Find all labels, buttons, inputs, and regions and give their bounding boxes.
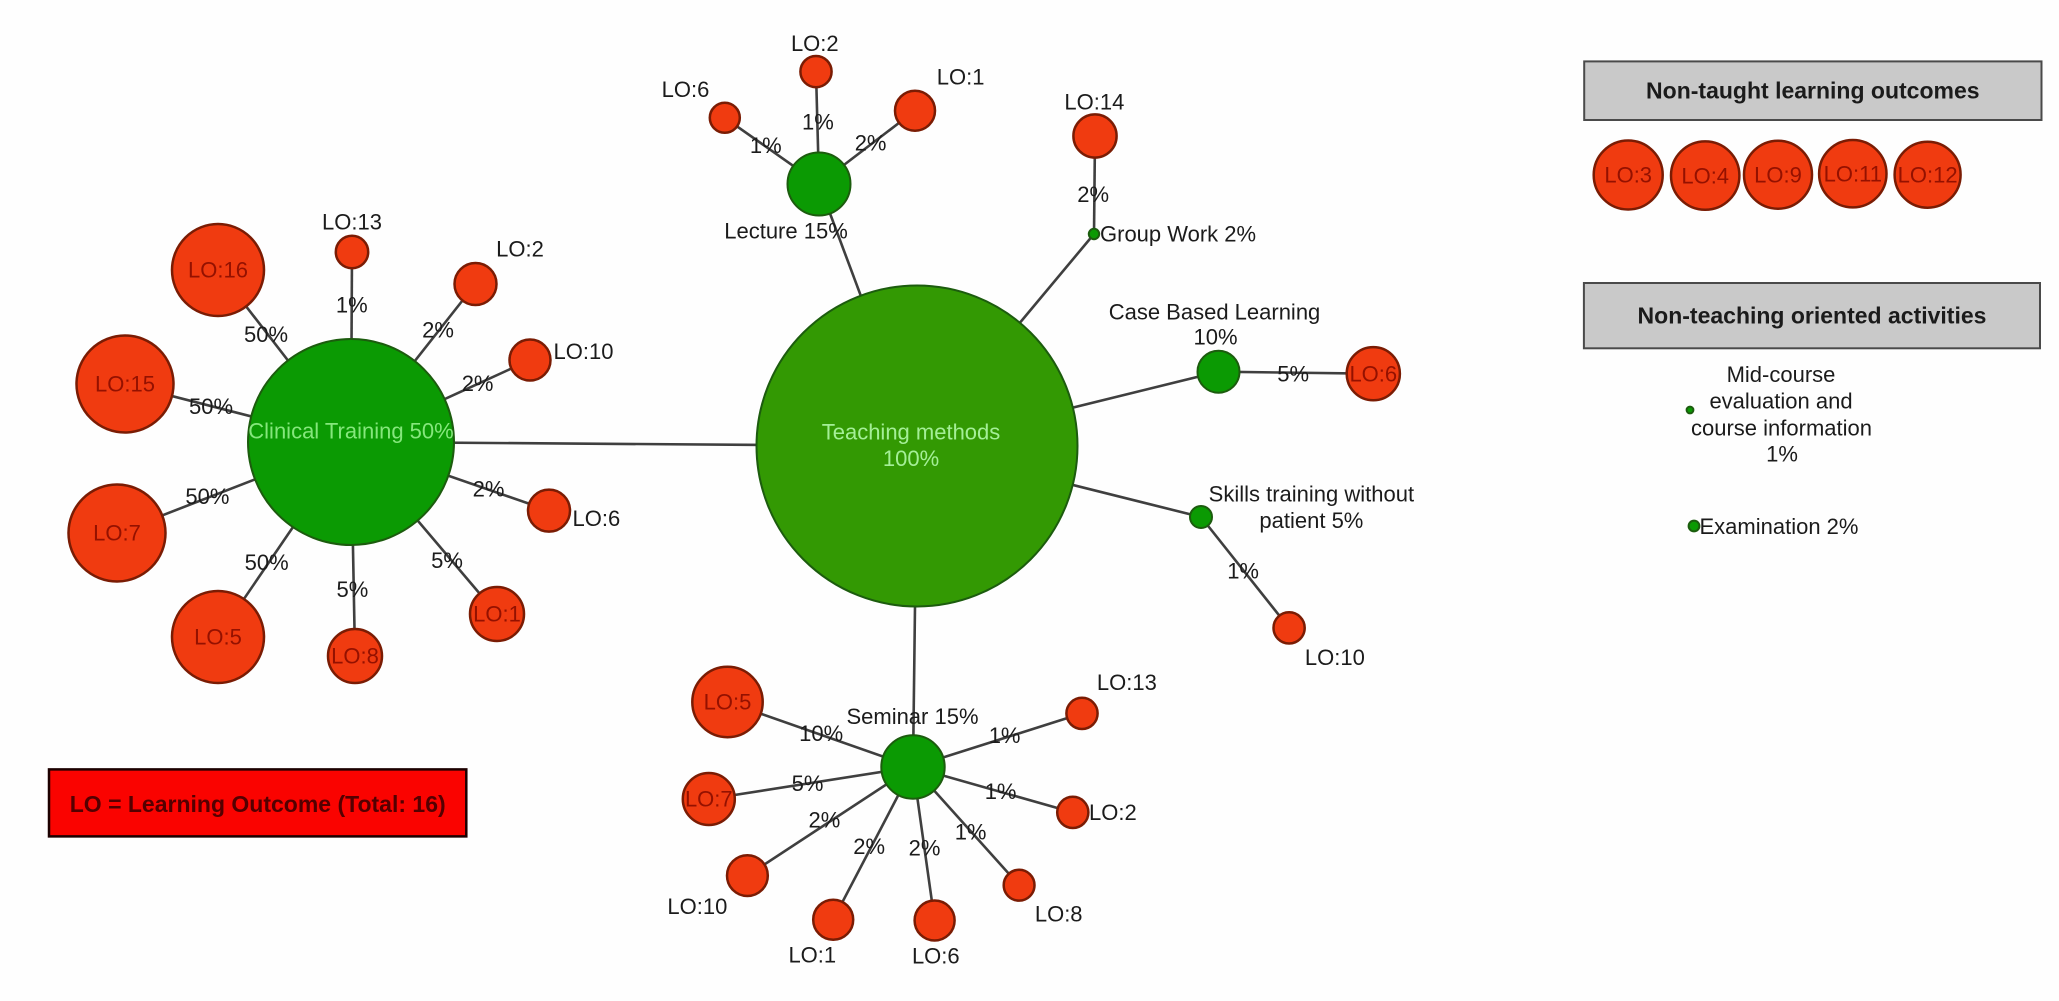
svg-text:LO:14: LO:14 [1064, 90, 1124, 115]
svg-text:1%: 1% [1766, 442, 1798, 467]
svg-text:2%: 2% [853, 834, 885, 859]
svg-text:1%: 1% [336, 292, 368, 317]
svg-text:LO:6: LO:6 [1349, 361, 1397, 386]
svg-text:LO:16: LO:16 [188, 258, 248, 283]
svg-text:50%: 50% [245, 550, 289, 575]
svg-text:LO = Learning Outcome (Total:: LO = Learning Outcome (Total: 16) [70, 791, 446, 817]
svg-text:50%: 50% [244, 322, 288, 347]
svg-text:5%: 5% [337, 577, 369, 602]
svg-text:1%: 1% [955, 819, 987, 844]
svg-text:5%: 5% [1277, 361, 1309, 386]
svg-text:Group Work 2%: Group Work 2% [1100, 222, 1256, 247]
svg-text:LO:7: LO:7 [685, 787, 733, 812]
svg-text:LO:1: LO:1 [937, 65, 985, 90]
svg-text:2%: 2% [422, 318, 454, 343]
svg-text:Teaching methods: Teaching methods [822, 420, 1001, 445]
svg-text:Clinical Training 50%: Clinical Training 50% [248, 419, 453, 444]
svg-text:10%: 10% [1193, 325, 1237, 350]
svg-text:LO:5: LO:5 [194, 625, 242, 650]
svg-text:Non-teaching oriented activiti: Non-teaching oriented activities [1638, 303, 1987, 329]
svg-text:LO:10: LO:10 [1305, 645, 1365, 670]
svg-text:LO:1: LO:1 [788, 942, 836, 967]
svg-text:1%: 1% [802, 109, 834, 134]
svg-text:LO:7: LO:7 [93, 521, 141, 546]
svg-text:1%: 1% [985, 779, 1017, 804]
svg-text:Mid-course: Mid-course [1727, 362, 1836, 387]
svg-text:Non-taught learning outcomes: Non-taught learning outcomes [1646, 78, 1980, 104]
svg-text:LO:13: LO:13 [322, 210, 382, 235]
svg-text:100%: 100% [883, 446, 939, 471]
svg-text:LO:3: LO:3 [1604, 163, 1652, 188]
svg-text:1%: 1% [1227, 559, 1259, 584]
svg-text:1%: 1% [750, 133, 782, 158]
svg-text:50%: 50% [185, 484, 229, 509]
svg-text:LO:1: LO:1 [473, 602, 521, 627]
svg-text:LO:5: LO:5 [704, 690, 752, 715]
svg-text:1%: 1% [989, 723, 1021, 748]
svg-text:patient 5%: patient 5% [1259, 508, 1363, 533]
svg-text:LO:10: LO:10 [667, 894, 727, 919]
svg-text:LO:13: LO:13 [1097, 670, 1157, 695]
svg-text:Examination 2%: Examination 2% [1700, 514, 1859, 539]
svg-text:LO:11: LO:11 [1824, 161, 1882, 186]
svg-text:5%: 5% [431, 548, 463, 573]
svg-text:Lecture 15%: Lecture 15% [724, 218, 848, 243]
svg-text:LO:9: LO:9 [1754, 162, 1802, 187]
svg-text:LO:6: LO:6 [573, 506, 621, 531]
svg-text:LO:6: LO:6 [912, 944, 960, 969]
svg-text:5%: 5% [792, 771, 824, 796]
svg-text:evaluation and: evaluation and [1709, 389, 1852, 414]
svg-text:2%: 2% [809, 807, 841, 832]
svg-text:LO:15: LO:15 [95, 372, 155, 397]
svg-text:2%: 2% [473, 476, 505, 501]
svg-text:course information: course information [1691, 416, 1872, 441]
svg-text:LO:8: LO:8 [1035, 901, 1083, 926]
svg-text:LO:2: LO:2 [791, 31, 839, 56]
svg-text:2%: 2% [462, 371, 494, 396]
svg-text:Case Based Learning: Case Based Learning [1109, 300, 1321, 325]
svg-text:Seminar 15%: Seminar 15% [846, 704, 978, 729]
svg-text:Skills training without: Skills training without [1209, 481, 1414, 506]
svg-text:LO:10: LO:10 [554, 339, 614, 364]
svg-text:10%: 10% [799, 721, 843, 746]
svg-text:2%: 2% [855, 131, 887, 156]
svg-text:LO:4: LO:4 [1681, 163, 1729, 188]
svg-text:LO:2: LO:2 [496, 237, 544, 262]
svg-text:50%: 50% [189, 394, 233, 419]
svg-text:LO:6: LO:6 [662, 77, 710, 102]
svg-text:LO:2: LO:2 [1089, 800, 1137, 825]
svg-text:2%: 2% [1077, 182, 1109, 207]
svg-text:LO:8: LO:8 [331, 644, 379, 669]
svg-text:LO:12: LO:12 [1898, 162, 1958, 187]
svg-text:2%: 2% [909, 835, 941, 860]
